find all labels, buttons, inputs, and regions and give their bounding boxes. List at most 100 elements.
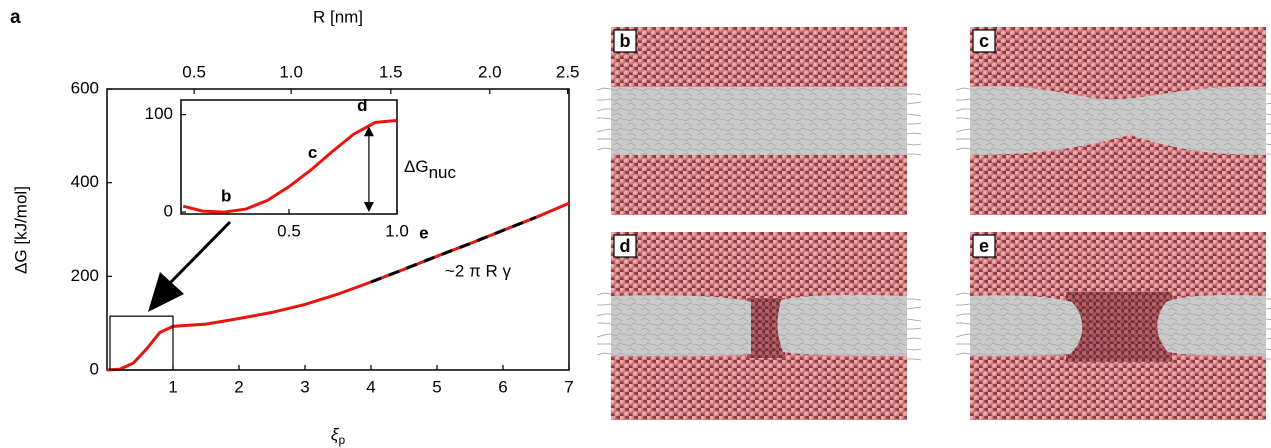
panel-label: c [979, 31, 989, 51]
delta-label-main: ΔG [404, 157, 429, 176]
x-tick-label: 3 [300, 377, 309, 396]
lipid-tail [907, 153, 922, 156]
lipid-tail [956, 322, 971, 325]
lipid-tail [596, 292, 612, 296]
lipid-tail [597, 322, 612, 325]
lipid-tail [955, 108, 970, 112]
lipid-tail [1266, 123, 1271, 125]
lipid-tail [596, 333, 612, 338]
x2-tick-label: 2.5 [556, 62, 580, 81]
membrane [970, 294, 1266, 356]
panel-label-box [972, 29, 996, 53]
lipid-tail [906, 318, 922, 322]
membrane [611, 87, 907, 155]
lipid-tail [1265, 348, 1271, 351]
lipid-tail [955, 333, 971, 338]
zoom-box [109, 315, 174, 371]
panel-label-box [613, 234, 637, 258]
lipid-tail [956, 98, 971, 101]
membrane [970, 86, 1266, 155]
lipid-tail [956, 303, 971, 306]
x-tick-label: 6 [498, 377, 507, 396]
lipid-tail [907, 122, 922, 125]
lipid-tail [1265, 318, 1271, 321]
snapshot: d [596, 232, 922, 420]
lipid-tail [1265, 102, 1271, 105]
lipid-tail [955, 292, 971, 296]
zoom-arrow-head [148, 272, 184, 312]
lipid-tail [596, 87, 612, 91]
panel-label: b [620, 31, 631, 51]
lipid-tail [1266, 298, 1271, 300]
lipid-tail [596, 352, 612, 356]
annotation: d [357, 96, 367, 115]
lipid-tail [906, 143, 922, 146]
lipid-tail [907, 93, 922, 96]
panel-label: d [620, 236, 631, 256]
annotation: e [419, 223, 428, 242]
lipid-tail [956, 117, 971, 120]
x2-tick-label: 1.5 [379, 62, 403, 81]
y-tick-label: 100 [145, 104, 173, 123]
lipid-tail [596, 313, 611, 317]
y-tick-label: 600 [71, 78, 99, 97]
lipid-tail [1265, 307, 1271, 310]
lipid-tail [955, 87, 971, 91]
lipid-tail [907, 358, 922, 361]
panel-label: a [10, 7, 21, 28]
plot-frame [180, 99, 398, 215]
panel-label-box [972, 234, 996, 258]
x-tick-label: 0.5 [277, 221, 301, 240]
lipid-tail [906, 306, 922, 310]
delta-label: ΔGnuc [404, 157, 457, 182]
lipid-tail [907, 327, 922, 330]
lipid-tail [906, 101, 922, 105]
lipid-tail [1266, 358, 1271, 360]
lipid-tail [1266, 328, 1271, 330]
panel-label: e [979, 236, 989, 256]
membrane [611, 294, 907, 357]
lipid-tail [1265, 143, 1271, 146]
x-tick-label: 2 [234, 377, 243, 396]
snapshot: c [955, 27, 1271, 215]
lipid-tail [1266, 153, 1271, 155]
zoom-arrow [166, 220, 232, 287]
lipid-tail [955, 313, 970, 317]
lipid-tail [597, 117, 612, 120]
x-tick-label: 7 [564, 377, 573, 396]
lipid-tail [597, 303, 612, 306]
lipid-tail [1265, 113, 1271, 116]
snapshot: b [596, 27, 922, 215]
lipid-tail [596, 128, 612, 133]
annotation: b [221, 187, 231, 206]
lipid-tail [596, 108, 611, 112]
lipid-tail [906, 337, 922, 340]
x-tick-label: 1.0 [385, 221, 409, 240]
data-line [182, 119, 398, 214]
data-line [106, 201, 570, 372]
lipid-tail [1265, 337, 1271, 340]
pore-water [1066, 292, 1172, 362]
lipid-tail [597, 98, 612, 101]
x2-tick-label: 1.0 [279, 62, 303, 81]
annotation: ~2 π R γ [445, 261, 512, 280]
y-tick-label: 400 [71, 172, 99, 191]
lipid-tail [907, 298, 922, 301]
x2-tick-label: 2.0 [478, 62, 502, 81]
x-axis-title-sub: p [338, 433, 345, 447]
x2-tick-label: 0.5 [182, 62, 206, 81]
y-tick-label: 200 [71, 266, 99, 285]
x-tick-label: 5 [432, 377, 441, 396]
y-tick-label: 0 [164, 202, 173, 221]
delta-arrow-head [363, 126, 374, 213]
lipid-tail [906, 348, 922, 351]
x-tick-label: 4 [366, 377, 375, 396]
x2-axis-title: R [nm] [313, 7, 363, 26]
lipid-tail [955, 352, 971, 356]
lipid-tail [1265, 132, 1271, 135]
snapshot: e [955, 232, 1271, 420]
annotation: c [308, 143, 317, 162]
data-line [370, 215, 537, 284]
delta-label-sub: nuc [429, 163, 457, 182]
lipid-tail [906, 132, 922, 135]
